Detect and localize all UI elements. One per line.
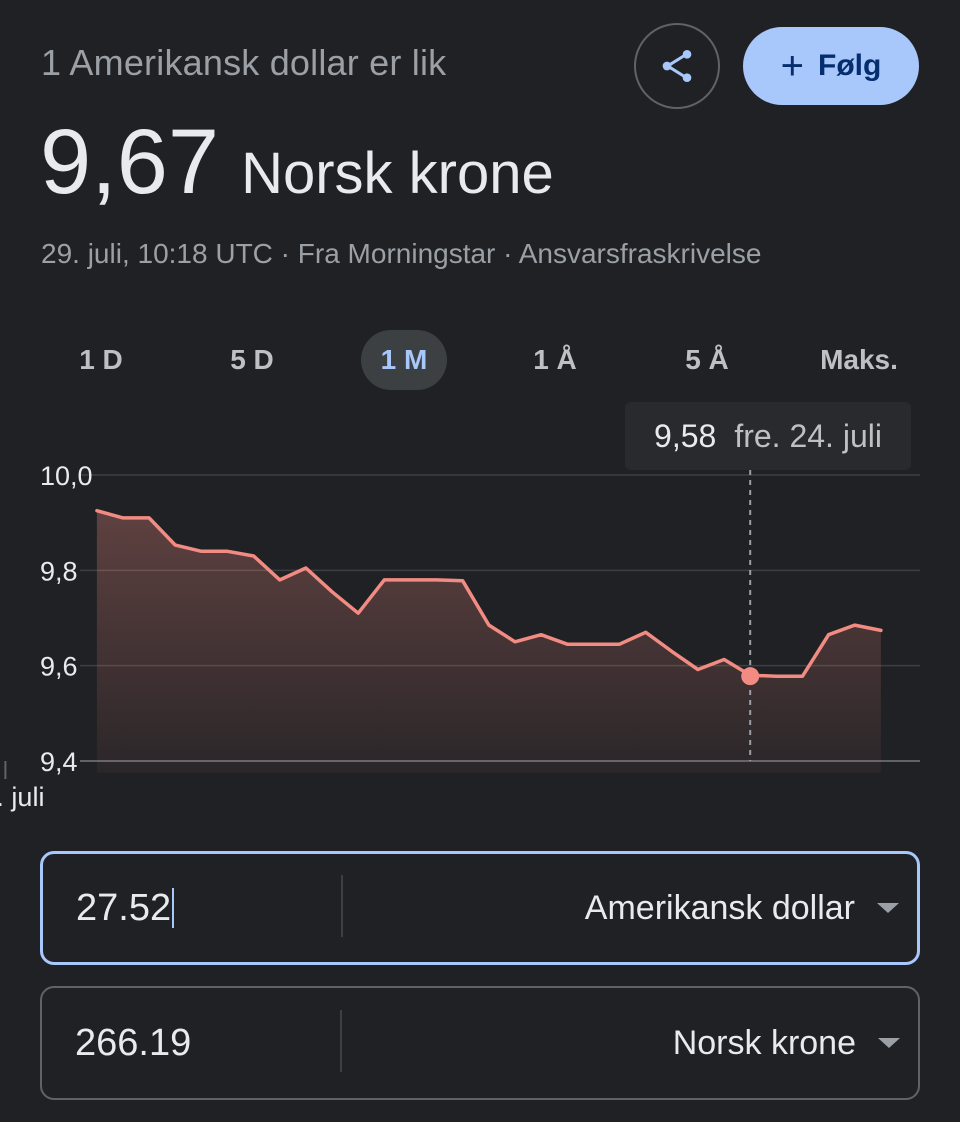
data-point [381, 577, 387, 583]
rate-value: 9,67 [40, 111, 220, 213]
field-divider [341, 875, 343, 937]
from-amount-value: 27.52 [76, 886, 172, 929]
data-point [460, 578, 466, 584]
data-point [355, 610, 361, 616]
data-point [329, 589, 335, 595]
data-point [512, 639, 518, 645]
rate-currency: Norsk krone [241, 141, 554, 206]
data-point [878, 627, 884, 633]
source-meta: 29. juli, 10:18 UTC · Fra Morningstar · … [41, 238, 762, 269]
plus-icon: + [780, 44, 805, 88]
chart-tooltip: 9,58 fre. 24. juli [625, 402, 911, 470]
to-amount-value: 266.19 [75, 1021, 192, 1064]
tab-label: 1 Å [533, 344, 577, 375]
tab-label: 5 D [230, 344, 274, 375]
data-point [643, 629, 649, 635]
data-point [146, 515, 152, 521]
y-tick-label: 9,4 [40, 747, 78, 777]
data-point [669, 648, 675, 654]
tooltip-value: 9,58 [654, 417, 717, 454]
data-point [251, 553, 257, 559]
to-currency-select[interactable]: Norsk krone [673, 988, 900, 1098]
y-axis-labels: 10,0 9,8 9,6 9,4 [40, 461, 93, 777]
data-point [94, 508, 100, 514]
data-point [799, 673, 805, 679]
follow-button[interactable]: + Følg [743, 27, 919, 105]
field-divider [340, 1010, 342, 1072]
tab-label: 1 D [79, 344, 123, 375]
data-point [852, 622, 858, 628]
tab-max[interactable]: Maks. [806, 330, 912, 390]
text-caret [172, 888, 175, 928]
data-point [773, 673, 779, 679]
data-point [617, 641, 623, 647]
tab-1y[interactable]: 1 Å [515, 330, 595, 390]
from-currency-row: 27.52 Amerikansk dollar [40, 851, 920, 965]
x-axis-ticks: 7. juli16. juli26. juli [0, 761, 44, 812]
data-point [486, 622, 492, 628]
rate-headline: 9,67 Norsk krone [40, 110, 554, 215]
data-point [721, 656, 727, 662]
y-tick-label: 9,8 [40, 556, 78, 586]
rate-chart[interactable]: 10,0 9,8 9,6 9,4 7. juli16. juli26. juli [0, 460, 960, 820]
from-currency-select[interactable]: Amerikansk dollar [585, 854, 899, 962]
follow-label: Følg [818, 49, 882, 82]
tab-label: Maks. [820, 344, 898, 375]
tab-1m[interactable]: 1 M [361, 330, 447, 390]
share-icon [662, 50, 692, 82]
y-tick-label: 10,0 [40, 461, 93, 491]
dropdown-arrow-icon [878, 1038, 900, 1048]
range-tabs: 1 D 5 D 1 M 1 Å 5 Å Maks. [0, 330, 960, 392]
to-currency-row: 266.19 Norsk krone [40, 986, 920, 1100]
tab-1d[interactable]: 1 D [62, 330, 140, 390]
y-tick-label: 9,6 [40, 652, 78, 682]
data-point [277, 577, 283, 583]
data-point [826, 632, 832, 638]
to-currency-label: Norsk krone [672, 1023, 856, 1062]
data-point [120, 515, 126, 521]
data-point [407, 577, 413, 583]
dropdown-arrow-icon [877, 903, 899, 913]
data-point [303, 565, 309, 571]
series-area [96, 510, 881, 773]
data-point [434, 577, 440, 583]
x-tick-label: 26. juli [0, 782, 44, 812]
data-point [198, 548, 204, 554]
tab-5y[interactable]: 5 Å [667, 330, 747, 390]
data-point [538, 632, 544, 638]
from-currency-label: Amerikansk dollar [584, 888, 855, 927]
share-button[interactable] [634, 23, 720, 109]
from-amount-input[interactable]: 27.52 [76, 854, 175, 962]
data-point [225, 548, 231, 554]
data-point [172, 542, 178, 548]
to-amount-input[interactable]: 266.19 [75, 988, 191, 1098]
tab-label: 5 Å [685, 344, 729, 375]
data-point [590, 641, 596, 647]
conversion-subtitle: 1 Amerikansk dollar er lik [41, 42, 447, 83]
tab-label: 1 M [380, 344, 428, 375]
tab-5d[interactable]: 5 D [212, 330, 292, 390]
data-point [564, 641, 570, 647]
tooltip-date: fre. 24. juli [734, 417, 882, 454]
hover-dot [741, 667, 760, 686]
data-point [695, 666, 701, 672]
